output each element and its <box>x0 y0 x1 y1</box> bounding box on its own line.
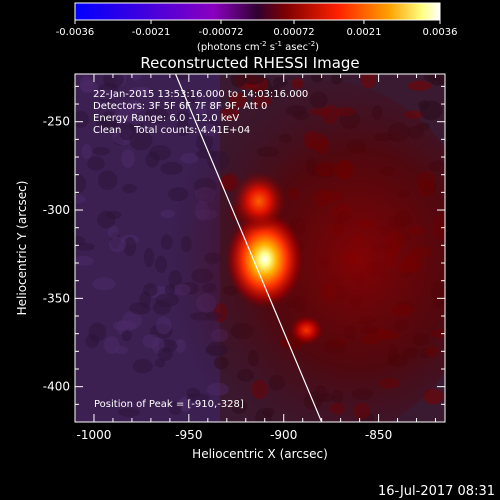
info-time-range: 22-Jan-2015 13:53:16.000 to 14:03:16.000 <box>93 89 308 100</box>
colorbar-tick-label: -0.00072 <box>199 27 244 38</box>
peak-position: Position of Peak = [-910,-328] <box>94 399 244 410</box>
emission-source-2 <box>231 171 288 232</box>
info-total-counts: Clean Total counts: 4.41E+04 <box>93 125 250 136</box>
emission-source-3 <box>288 314 325 347</box>
plot-frame <box>74 73 446 423</box>
axes: -1000 -950 -900 -850 -250 -300 -350 -400 <box>43 74 445 442</box>
colorbar <box>74 2 441 21</box>
y-tick-label: -250 <box>43 115 70 129</box>
y-tick-label: -400 <box>43 380 70 394</box>
chart-title: Reconstructed RHESSI Image <box>140 54 359 72</box>
solar-limb-line <box>175 74 323 422</box>
x-tick-label: -900 <box>270 428 297 442</box>
footer-timestamp: 16-Jul-2017 08:31 <box>378 484 495 499</box>
colorbar-units: (photons cm-2 s-1 asec-2) <box>197 40 319 53</box>
colorbar-tick-label: 0.00072 <box>273 27 314 38</box>
y-tick-label: -350 <box>43 291 70 305</box>
colorbar-tick-label: -0.0021 <box>132 27 171 38</box>
info-detectors: Detectors: 3F 5F 6F 7F 8F 9F, Att 0 <box>93 101 267 112</box>
y-axis-label: Heliocentric Y (arcsec) <box>15 181 29 316</box>
info-energy-range: Energy Range: 6.0 - 12.0 keV <box>93 113 239 124</box>
image-area <box>75 74 445 422</box>
colorbar-tick-label: -0.0036 <box>56 27 95 38</box>
y-tick-label: -300 <box>43 203 70 217</box>
x-tick-label: -950 <box>175 428 202 442</box>
emission-source-1 <box>224 209 305 310</box>
x-tick-label: -850 <box>365 428 392 442</box>
colorbar-ticks: -0.0036 -0.0021 -0.00072 0.00072 0.0021 0.003… <box>56 20 458 38</box>
emission-sources <box>224 171 325 347</box>
colorbar-tick-label: 0.0036 <box>423 27 458 38</box>
x-tick-label: -1000 <box>77 428 112 442</box>
x-axis-label: Heliocentric X (arcsec) <box>192 447 328 461</box>
colorbar-tick-label: 0.0021 <box>346 27 381 38</box>
